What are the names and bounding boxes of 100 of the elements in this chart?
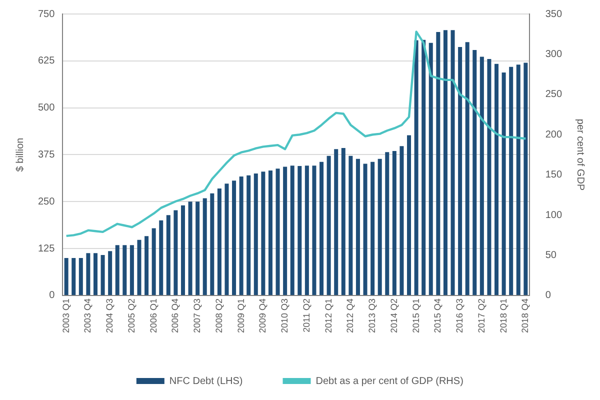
bar	[304, 166, 309, 295]
bar	[232, 180, 236, 295]
bar	[268, 170, 272, 295]
bar	[341, 148, 346, 295]
bar	[210, 193, 214, 295]
bar	[115, 245, 120, 295]
y2-tick-label: 100	[545, 210, 562, 221]
bar	[217, 188, 222, 295]
bar	[188, 202, 192, 295]
bar	[290, 166, 294, 295]
bar	[174, 210, 178, 295]
bar	[370, 162, 375, 295]
x-tick-label: 2012 Q4	[345, 298, 356, 334]
bar	[224, 184, 229, 295]
y2-tick-label: 250	[545, 89, 562, 100]
y2-tick-label: 150	[545, 170, 562, 181]
x-tick-label: 2003 Q1	[60, 298, 71, 334]
legend-label: Debt as a per cent of GDP (RHS)	[316, 376, 464, 387]
x-tick-label: 2016 Q3	[454, 298, 465, 334]
bar	[472, 50, 477, 295]
bar	[93, 253, 98, 295]
y2-tick-label: 50	[545, 250, 557, 262]
bar	[298, 166, 302, 295]
x-tick-label: 2005 Q2	[126, 298, 136, 334]
x-tick-label: 2006 Q1	[148, 298, 158, 334]
y2-tick-label: 300	[545, 48, 562, 60]
bar	[152, 228, 156, 295]
bar	[86, 253, 90, 295]
bar	[196, 202, 200, 295]
y-tick-label: 625	[38, 56, 56, 67]
x-tick-label: 2007 Q3	[192, 298, 202, 334]
x-tick-label: 2015 Q1	[410, 298, 421, 334]
bar	[480, 56, 484, 295]
bar	[246, 175, 251, 295]
bar	[443, 30, 448, 295]
bar	[283, 166, 288, 295]
bar	[108, 251, 112, 295]
bar	[392, 150, 396, 295]
bar	[144, 236, 149, 295]
bar	[516, 64, 520, 295]
bar	[407, 135, 412, 295]
bar	[276, 168, 280, 295]
y2-tick-label: 200	[545, 129, 562, 140]
bar	[320, 162, 324, 295]
bar	[64, 258, 68, 295]
bar	[509, 66, 514, 295]
bar	[502, 72, 506, 295]
bar	[122, 245, 127, 295]
y-tick-label: 750	[38, 8, 56, 20]
bar	[100, 254, 105, 295]
y-tick-label: 500	[38, 102, 56, 114]
bar	[312, 166, 316, 295]
bar	[261, 172, 266, 295]
bar	[378, 158, 382, 295]
bar	[326, 156, 331, 295]
bar	[72, 258, 76, 295]
bar	[436, 32, 440, 295]
x-tick-label: 2011 Q2	[301, 298, 312, 332]
bar	[400, 146, 404, 295]
x-tick-label: 2009 Q1	[236, 298, 246, 334]
bar	[363, 164, 368, 295]
bar	[334, 149, 338, 295]
x-tick-label: 2015 Q4	[432, 298, 443, 334]
y2-tick-label: 0	[545, 290, 552, 302]
bar	[159, 220, 164, 295]
y-tick-label: 375	[38, 149, 56, 160]
x-tick-label: 2010 Q3	[280, 298, 290, 334]
x-tick-label: 2012 Q1	[323, 298, 334, 334]
y2-tick-label: 350	[545, 8, 562, 20]
x-tick-label: 2003 Q4	[82, 298, 93, 334]
bar	[254, 174, 258, 295]
x-tick-label: 2014 Q2	[388, 298, 399, 334]
x-tick-label: 2009 Q4	[258, 298, 268, 334]
y-axis-title: $ billion	[14, 138, 26, 172]
x-tick-label: 2008 Q2	[214, 298, 224, 334]
bar	[422, 40, 426, 295]
x-tick-label: 2017 Q2	[476, 298, 486, 334]
x-tick-label: 2018 Q1	[498, 298, 508, 334]
bar	[202, 198, 207, 295]
y2-axis-title: per cent of GDP	[574, 118, 586, 191]
bar	[180, 205, 185, 295]
bar	[458, 47, 462, 295]
bar	[356, 158, 360, 295]
x-tick-label: 2006 Q4	[170, 298, 180, 334]
bar	[450, 30, 455, 295]
bar	[414, 40, 418, 295]
x-tick-label: 2018 Q4	[520, 298, 530, 334]
bar	[494, 64, 499, 295]
bar	[524, 62, 528, 295]
bar	[428, 42, 433, 295]
legend-label: NFC Debt (LHS)	[169, 376, 243, 387]
x-tick-label: 2004 Q3	[104, 298, 115, 334]
y-tick-label: 0	[49, 290, 56, 302]
bar	[130, 245, 134, 295]
bar	[137, 240, 142, 295]
y-tick-label: 250	[38, 196, 56, 208]
bar	[465, 42, 470, 295]
bar	[487, 59, 492, 295]
bar	[348, 156, 353, 295]
y-tick-label: 125	[38, 243, 56, 254]
